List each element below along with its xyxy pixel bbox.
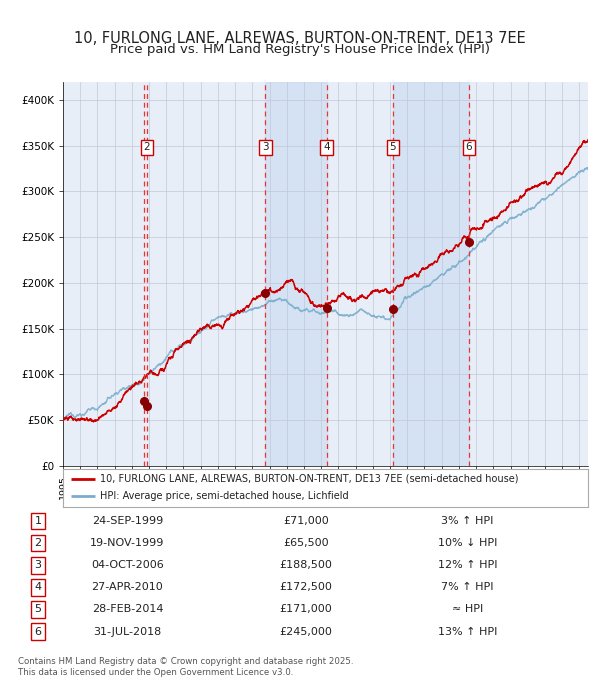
Text: £71,000: £71,000 bbox=[283, 516, 329, 526]
Text: 12% ↑ HPI: 12% ↑ HPI bbox=[437, 560, 497, 571]
Text: 28-FEB-2014: 28-FEB-2014 bbox=[92, 605, 163, 615]
Text: 4: 4 bbox=[323, 143, 330, 152]
Text: 6: 6 bbox=[35, 626, 41, 636]
Text: 27-APR-2010: 27-APR-2010 bbox=[92, 582, 163, 592]
Text: £171,000: £171,000 bbox=[280, 605, 332, 615]
Text: £65,500: £65,500 bbox=[283, 538, 329, 548]
Bar bbox=[393, 82, 469, 466]
Text: 13% ↑ HPI: 13% ↑ HPI bbox=[437, 626, 497, 636]
Text: 2: 2 bbox=[143, 143, 151, 152]
Text: HPI: Average price, semi-detached house, Lichfield: HPI: Average price, semi-detached house,… bbox=[100, 492, 349, 501]
Text: 3: 3 bbox=[35, 560, 41, 571]
Bar bbox=[265, 82, 327, 466]
Text: 5: 5 bbox=[389, 143, 396, 152]
Text: £188,500: £188,500 bbox=[280, 560, 332, 571]
Text: 3: 3 bbox=[262, 143, 269, 152]
Text: 1: 1 bbox=[35, 516, 41, 526]
Text: £172,500: £172,500 bbox=[280, 582, 332, 592]
Text: 4: 4 bbox=[35, 582, 42, 592]
Text: 04-OCT-2006: 04-OCT-2006 bbox=[91, 560, 164, 571]
Text: Price paid vs. HM Land Registry's House Price Index (HPI): Price paid vs. HM Land Registry's House … bbox=[110, 43, 490, 56]
Text: £245,000: £245,000 bbox=[280, 626, 332, 636]
Text: 5: 5 bbox=[35, 605, 41, 615]
Text: 19-NOV-1999: 19-NOV-1999 bbox=[90, 538, 164, 548]
Text: 7% ↑ HPI: 7% ↑ HPI bbox=[441, 582, 494, 592]
Text: ≈ HPI: ≈ HPI bbox=[452, 605, 483, 615]
Text: 10, FURLONG LANE, ALREWAS, BURTON-ON-TRENT, DE13 7EE: 10, FURLONG LANE, ALREWAS, BURTON-ON-TRE… bbox=[74, 31, 526, 46]
Text: 10, FURLONG LANE, ALREWAS, BURTON-ON-TRENT, DE13 7EE (semi-detached house): 10, FURLONG LANE, ALREWAS, BURTON-ON-TRE… bbox=[100, 474, 518, 483]
Text: 3% ↑ HPI: 3% ↑ HPI bbox=[441, 516, 493, 526]
Text: 2: 2 bbox=[35, 538, 42, 548]
Text: 31-JUL-2018: 31-JUL-2018 bbox=[94, 626, 161, 636]
Text: 6: 6 bbox=[466, 143, 472, 152]
Text: Contains HM Land Registry data © Crown copyright and database right 2025.
This d: Contains HM Land Registry data © Crown c… bbox=[18, 657, 353, 677]
Text: 24-SEP-1999: 24-SEP-1999 bbox=[92, 516, 163, 526]
Text: 10% ↓ HPI: 10% ↓ HPI bbox=[437, 538, 497, 548]
